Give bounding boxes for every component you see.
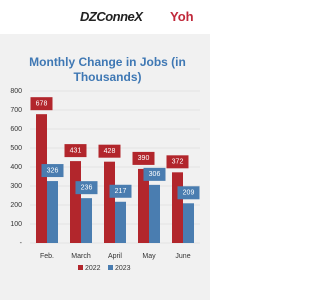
y-tick-label: 500 bbox=[10, 145, 22, 152]
legend-swatch bbox=[108, 265, 113, 270]
x-tick-label: June bbox=[175, 253, 190, 260]
data-label: 428 bbox=[104, 148, 116, 155]
data-label: 217 bbox=[115, 188, 127, 195]
y-tick-label: 600 bbox=[10, 126, 22, 133]
bar bbox=[36, 114, 47, 244]
y-tick-label: 200 bbox=[10, 202, 22, 209]
header: DZConneX Yoh bbox=[0, 0, 210, 34]
y-tick-label: 100 bbox=[10, 221, 22, 228]
bar bbox=[47, 181, 58, 243]
data-label-box bbox=[177, 186, 200, 200]
data-label: 390 bbox=[138, 155, 150, 162]
data-label: 209 bbox=[183, 190, 195, 197]
x-tick-label: May bbox=[142, 253, 156, 260]
data-label: 236 bbox=[81, 185, 93, 192]
data-label-box bbox=[30, 97, 53, 111]
chart: - 100 200 300 400 500 600 700 800 Feb. 678 326 March… bbox=[10, 88, 200, 272]
y-tick-label: 300 bbox=[10, 183, 22, 190]
legend-label: 2023 bbox=[115, 265, 131, 272]
bar bbox=[104, 161, 115, 243]
data-label-box bbox=[98, 144, 121, 158]
data-label: 306 bbox=[149, 171, 161, 178]
bar bbox=[70, 161, 81, 243]
bar bbox=[81, 198, 92, 243]
data-label-box bbox=[143, 167, 166, 181]
legend-swatch bbox=[78, 265, 83, 270]
data-label: 678 bbox=[36, 101, 48, 108]
y-tick-label: 400 bbox=[10, 164, 22, 171]
bar bbox=[172, 172, 183, 243]
x-tick-label: Feb. bbox=[40, 253, 54, 260]
data-label-box bbox=[41, 164, 64, 178]
bar bbox=[138, 168, 149, 243]
bar bbox=[115, 201, 126, 243]
x-tick-label: March bbox=[71, 253, 91, 260]
page: DZConneX Yoh Monthly Change in Jobs (in … bbox=[0, 0, 210, 300]
x-tick-label: April bbox=[108, 253, 122, 260]
brand-logo: DZConneX bbox=[80, 9, 143, 24]
data-label-box bbox=[64, 144, 87, 158]
y-tick-label: 700 bbox=[10, 107, 22, 114]
data-label: 326 bbox=[47, 167, 59, 174]
bar bbox=[183, 203, 194, 243]
data-label-box bbox=[166, 155, 189, 169]
data-label-box bbox=[75, 181, 98, 195]
data-label-box bbox=[109, 184, 132, 198]
chart-title: Monthly Change in Jobs (in Thousands) bbox=[29, 55, 186, 84]
y-tick-label: - bbox=[20, 240, 23, 247]
data-label-box bbox=[132, 151, 155, 165]
legend-label: 2022 bbox=[85, 265, 101, 272]
y-tick-label: 800 bbox=[10, 88, 22, 95]
bar bbox=[149, 184, 160, 243]
data-label: 372 bbox=[172, 159, 184, 166]
brand-logo: Yoh bbox=[170, 9, 194, 24]
data-label: 431 bbox=[70, 147, 82, 154]
